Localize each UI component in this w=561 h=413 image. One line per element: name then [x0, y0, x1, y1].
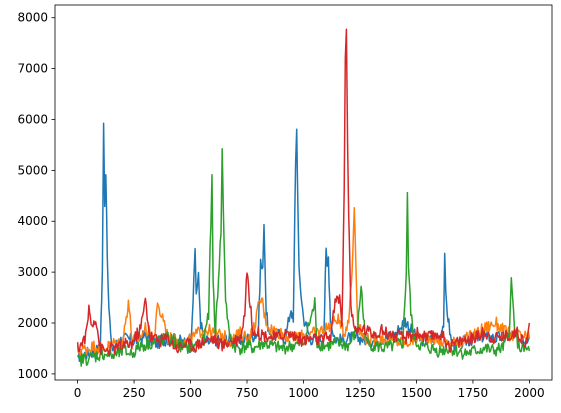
y-tick-label: 8000	[17, 11, 48, 25]
series-line-4	[76, 28, 531, 357]
y-tick-label: 2000	[17, 316, 48, 330]
x-axis: 0 250 500 750 1000 1250 1500 1750 2000	[74, 380, 545, 400]
y-axis: 1000 2000 3000 4000 5000 6000 7000 8000	[17, 11, 55, 381]
x-tick-label: 0	[74, 386, 82, 400]
y-tick-label: 5000	[17, 163, 48, 177]
y-tick-label: 1000	[17, 367, 48, 381]
y-tick-label: 3000	[17, 265, 48, 279]
x-tick-label: 1500	[401, 386, 432, 400]
x-tick-label: 1250	[345, 386, 376, 400]
x-tick-label: 1750	[458, 386, 489, 400]
y-tick-label: 6000	[17, 112, 48, 126]
x-tick-label: 1000	[288, 386, 319, 400]
x-tick-label: 250	[123, 386, 146, 400]
y-tick-label: 4000	[17, 214, 48, 228]
y-tick-label: 7000	[17, 62, 48, 76]
x-tick-label: 2000	[514, 386, 545, 400]
x-tick-label: 500	[179, 386, 202, 400]
x-tick-label: 750	[236, 386, 259, 400]
series-layer	[76, 28, 531, 367]
